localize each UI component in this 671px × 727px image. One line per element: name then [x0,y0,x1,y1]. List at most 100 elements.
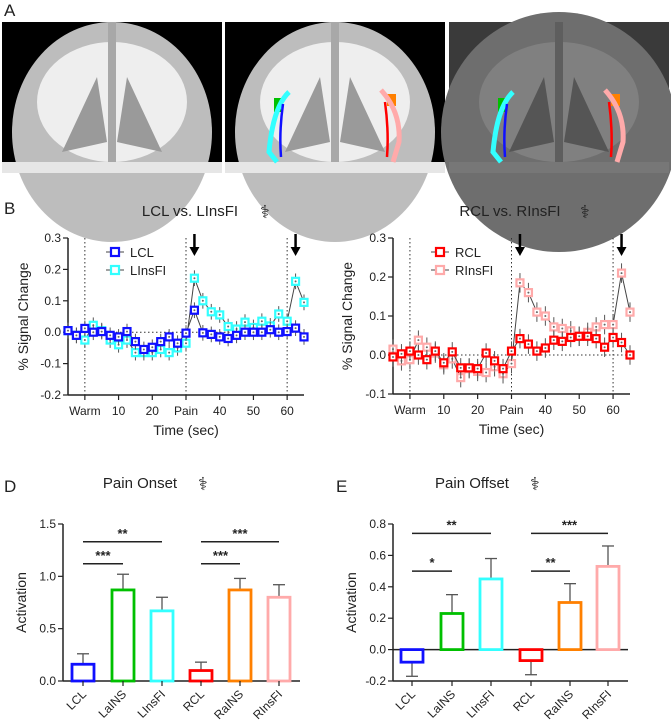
legend-marker [109,246,121,258]
data-point-center [235,334,238,337]
data-point-center [561,327,564,330]
y-tick-label: 0.5 [39,622,56,636]
x-tick-label: RaINS [211,687,246,722]
brain-image-2 [225,22,445,242]
legend-label: LCL [130,245,154,260]
data-point-center [218,335,221,338]
data-point-center [244,321,246,324]
data-point-center [485,371,488,374]
significance-label: *** [562,517,578,532]
bar [595,564,621,652]
data-point-center [201,299,204,302]
bar [188,669,214,683]
data-point-center [518,337,521,340]
y-tick-label: -0.1 [40,357,61,371]
data-point-center [417,339,420,342]
x-tick-label: 10 [437,403,451,417]
data-point-center [476,367,479,370]
y-tick-label: 0.0 [39,674,56,688]
data-point-center [159,340,162,343]
x-tick-label: 50 [247,404,261,418]
data-point-center [185,342,187,345]
data-point-center [603,346,606,349]
y-tick-label: 0.8 [369,517,386,531]
bar-lains [439,594,465,651]
bar [110,588,136,683]
data-point-center [586,335,589,338]
data-point-center [100,330,103,333]
data-point-center [578,335,581,338]
bar-rains [227,577,253,683]
bar [149,609,175,683]
data-point-center [417,354,420,356]
y-tick-label: 0.2 [369,611,386,625]
x-tick-label: LInsFI [464,687,497,720]
arrow-down-icon [189,234,200,256]
data-point-center [468,366,471,369]
ventricles [62,77,162,152]
data-point-center [126,330,128,333]
significance-bracket: ** [412,517,491,535]
data-point-center [260,320,263,323]
data-point-center [277,312,280,315]
data-point-center [620,341,623,344]
midline [555,22,563,173]
bar-lcl [399,648,425,677]
y-tick-label: 0.3 [369,231,386,245]
bar-rcl [518,648,544,676]
data-point-center [544,346,547,349]
x-tick-label: Pain [174,404,198,418]
bar-rains [557,583,583,651]
bar-lains [110,573,136,683]
legend-marker [434,246,446,258]
y-tick-label: -0.1 [365,387,386,401]
data-point-center [612,323,615,326]
bar [227,588,253,683]
y-axis-label: Activation [13,572,29,633]
data-point-center [117,335,120,338]
bar-linsfi [478,557,504,652]
data-point-center [126,339,128,342]
y-tick-label: -0.2 [40,388,61,402]
y-tick-label: 1.5 [39,517,56,531]
significance-bracket: ** [531,555,570,572]
data-point-center [451,350,454,353]
x-tick-label: Pain [499,403,523,417]
significance-label: *** [232,526,248,541]
x-tick-label: 40 [539,403,553,417]
x-tick-label: RInsFI [579,687,614,722]
data-point-center [552,325,555,328]
caduceus-icon: ⚕ [580,202,590,222]
lower-region [225,162,445,173]
bar-rcl [188,661,214,683]
data-point-center [142,348,145,351]
data-point-center [603,323,606,326]
lower-region [449,162,669,173]
y-tick-label: 0.2 [369,270,386,284]
midline [331,22,339,173]
legend-marker [434,264,446,276]
data-point-center [75,334,78,337]
x-tick-label: LaINS [96,687,129,720]
data-point-center [442,361,445,364]
data-point-center [561,340,564,343]
data-point-center [92,331,95,334]
significance-label: ** [117,526,128,541]
significance-label: *** [95,548,111,563]
data-point-center [485,352,488,355]
significance-bracket: *** [201,548,240,565]
bar [557,601,583,651]
data-point-center [269,328,272,331]
data-point-center [193,277,196,280]
arrow-down-icon [290,234,301,256]
data-point-center [612,336,615,339]
significance-bracket: ** [83,526,162,543]
data-point-center [493,359,496,362]
data-point-center [134,340,137,343]
roi-lcl [503,103,509,158]
roi-rinsfi [603,88,626,163]
y-tick-label: 0.6 [369,548,386,562]
y-axis-label: Activation [343,572,359,633]
x-tick-label: 20 [471,403,485,417]
y-axis-label: % Signal Change [15,262,31,370]
